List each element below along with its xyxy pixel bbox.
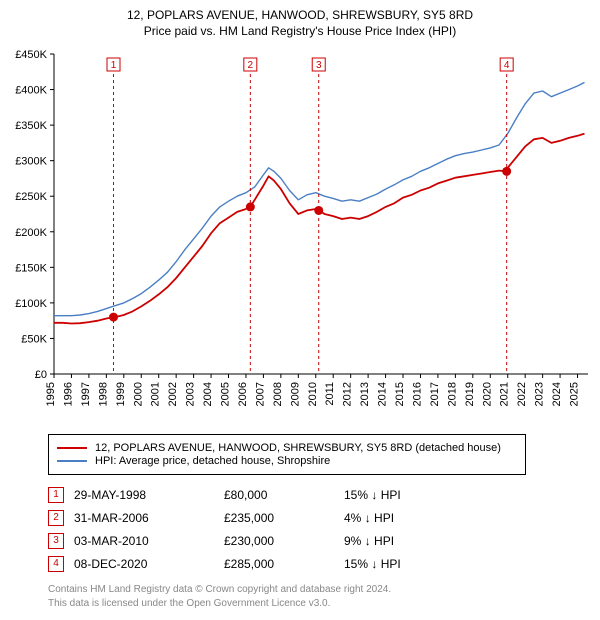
svg-text:2015: 2015 <box>394 382 406 406</box>
chart-svg: £0 £50K £100K £150K £200K £250K £300K £350K £400… <box>8 44 592 424</box>
footer: Contains HM Land Registry data © Crown c… <box>48 583 592 610</box>
sale-number-badge: 1 <box>48 487 64 503</box>
svg-text:£400K: £400K <box>15 85 47 97</box>
arrow-down-icon: ↓ <box>365 511 371 525</box>
sale-date: 08-DEC-2020 <box>74 552 224 575</box>
footer-line2: This data is licensed under the Open Gov… <box>48 597 592 611</box>
svg-text:1999: 1999 <box>115 382 127 406</box>
svg-text:2007: 2007 <box>254 382 266 406</box>
svg-text:£350K: £350K <box>15 120 47 132</box>
sale-delta: 15% ↓ HPI <box>344 552 411 575</box>
svg-text:2021: 2021 <box>499 382 511 406</box>
svg-text:2008: 2008 <box>272 382 284 406</box>
svg-text:£0: £0 <box>35 369 47 381</box>
sale-delta: 15% ↓ HPI <box>344 483 411 506</box>
svg-text:2013: 2013 <box>359 382 371 406</box>
svg-text:2011: 2011 <box>324 382 336 406</box>
sale-price: £80,000 <box>224 483 344 506</box>
svg-text:£50K: £50K <box>21 333 47 345</box>
chart-title-block: 12, POPLARS AVENUE, HANWOOD, SHREWSBURY,… <box>8 8 592 38</box>
table-row: 2 31-MAR-2006£235,0004% ↓ HPI <box>48 506 411 529</box>
svg-text:4: 4 <box>504 60 510 71</box>
svg-text:2018: 2018 <box>446 382 458 406</box>
price-chart: £0 £50K £100K £150K £200K £250K £300K £350K £400… <box>8 44 592 424</box>
svg-text:2002: 2002 <box>167 382 179 406</box>
sale-delta: 4% ↓ HPI <box>344 506 411 529</box>
sale-date: 03-MAR-2010 <box>74 529 224 552</box>
arrow-down-icon: ↓ <box>371 557 377 571</box>
legend-label: HPI: Average price, detached house, Shro… <box>95 455 330 467</box>
sale-price: £235,000 <box>224 506 344 529</box>
sale-date: 31-MAR-2006 <box>74 506 224 529</box>
svg-text:2006: 2006 <box>237 382 249 406</box>
sale-price: £285,000 <box>224 552 344 575</box>
svg-text:1: 1 <box>111 60 117 71</box>
arrow-down-icon: ↓ <box>371 488 377 502</box>
svg-text:2014: 2014 <box>377 382 389 406</box>
svg-text:1996: 1996 <box>62 382 74 406</box>
sale-date: 29-MAY-1998 <box>74 483 224 506</box>
legend: 12, POPLARS AVENUE, HANWOOD, SHREWSBURY,… <box>48 434 526 475</box>
svg-text:2020: 2020 <box>481 382 493 406</box>
legend-swatch-hpi <box>57 460 87 462</box>
sale-delta: 9% ↓ HPI <box>344 529 411 552</box>
sale-price: £230,000 <box>224 529 344 552</box>
sales-table: 129-MAY-1998£80,00015% ↓ HPI231-MAR-2006… <box>48 483 411 575</box>
svg-text:2022: 2022 <box>516 382 528 406</box>
svg-text:2017: 2017 <box>429 382 441 406</box>
svg-text:2: 2 <box>248 60 254 71</box>
svg-text:£150K: £150K <box>15 262 47 274</box>
legend-swatch-property <box>57 447 87 449</box>
chart-title-main: 12, POPLARS AVENUE, HANWOOD, SHREWSBURY,… <box>8 8 592 22</box>
svg-text:2023: 2023 <box>534 382 546 406</box>
table-row: 4 08-DEC-2020£285,00015% ↓ HPI <box>48 552 411 575</box>
svg-text:2016: 2016 <box>411 382 423 406</box>
svg-text:2001: 2001 <box>150 382 162 406</box>
svg-text:1998: 1998 <box>97 382 109 406</box>
table-row: 3 03-MAR-2010£230,0009% ↓ HPI <box>48 529 411 552</box>
legend-item-hpi: HPI: Average price, detached house, Shro… <box>57 455 517 467</box>
sale-number-badge: 4 <box>48 556 64 572</box>
svg-text:2005: 2005 <box>220 382 232 406</box>
footer-line1: Contains HM Land Registry data © Crown c… <box>48 583 592 597</box>
chart-title-sub: Price paid vs. HM Land Registry's House … <box>8 24 592 38</box>
svg-text:2000: 2000 <box>132 382 144 406</box>
legend-item-property: 12, POPLARS AVENUE, HANWOOD, SHREWSBURY,… <box>57 442 517 454</box>
svg-text:1997: 1997 <box>80 382 92 406</box>
svg-text:2019: 2019 <box>464 382 476 406</box>
sale-number-badge: 2 <box>48 510 64 526</box>
arrow-down-icon: ↓ <box>365 534 371 548</box>
svg-text:2024: 2024 <box>551 382 563 406</box>
svg-text:2004: 2004 <box>202 382 214 406</box>
svg-text:£250K: £250K <box>15 191 47 203</box>
svg-text:1995: 1995 <box>45 382 57 406</box>
svg-text:3: 3 <box>316 60 322 71</box>
svg-text:£300K: £300K <box>15 156 47 168</box>
svg-text:2009: 2009 <box>289 382 301 406</box>
svg-text:£450K: £450K <box>15 49 47 61</box>
legend-label: 12, POPLARS AVENUE, HANWOOD, SHREWSBURY,… <box>95 442 501 454</box>
table-row: 1 29-MAY-1998£80,00015% ↓ HPI <box>48 483 411 506</box>
svg-text:2003: 2003 <box>185 382 197 406</box>
svg-text:£100K: £100K <box>15 298 47 310</box>
svg-text:2010: 2010 <box>307 382 319 406</box>
svg-text:2025: 2025 <box>569 382 581 406</box>
svg-text:£200K: £200K <box>15 227 47 239</box>
sale-number-badge: 3 <box>48 533 64 549</box>
svg-text:2012: 2012 <box>342 382 354 406</box>
